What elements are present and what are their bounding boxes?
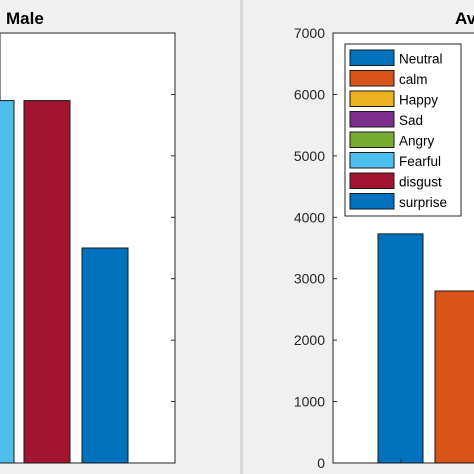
male-ytick-marks [171,93,175,403]
legend-swatch-disgust [349,172,395,189]
average-ytick-label: 4000 [294,209,325,225]
male-chart-panel: Male [0,9,176,464]
average-ytick-label: 6000 [294,86,325,102]
legend-label-neutral: Neutral [399,52,443,67]
panel-divider [240,0,243,474]
chart-legend: Neutral calm Happy Sad Angry Fearful disgust su… [344,43,462,217]
male-chart-title: Male [6,9,44,28]
average-ytick-label: 0 [317,455,325,471]
average-ytick-label: 1000 [294,394,325,410]
average-ytick-label: 5000 [294,148,325,164]
average-ytick-label: 7000 [294,25,325,41]
average-ytick-label: 2000 [294,332,325,348]
legend-swatch-sad [349,111,395,128]
legend-label-calm: calm [399,72,428,87]
legend-label-disgust: disgust [399,175,442,190]
average-bar-neutral [377,233,424,464]
legend-swatch-happy [349,90,395,107]
legend-swatch-fearful [349,152,395,169]
average-ytick-label: 3000 [294,271,325,287]
legend-swatch-angry [349,131,395,148]
average-chart-title: Av [455,9,474,28]
average-y-axis: 0 1000 2000 3000 4000 5000 6000 7000 [294,25,337,471]
legend-label-happy: Happy [399,93,438,108]
male-bar-disgust [23,100,71,464]
male-bar-surprise [81,247,129,464]
legend-swatch-neutral [349,49,395,66]
legend-label-sad: Sad [399,113,423,128]
male-bar-fearful [0,100,15,464]
legend-swatch-surprise [349,193,395,210]
legend-label-surprise: surprise [399,195,447,210]
average-chart-panel: Av 0 1000 2000 3000 4000 5000 6000 7000 Neutral… [243,0,474,474]
legend-label-angry: Angry [399,134,435,149]
average-bar-calm [434,290,474,464]
average-bars [377,233,474,464]
legend-swatch-calm [349,70,395,87]
male-bars [0,100,129,464]
legend-label-fearful: Fearful [399,154,441,169]
legend-box [344,43,462,217]
